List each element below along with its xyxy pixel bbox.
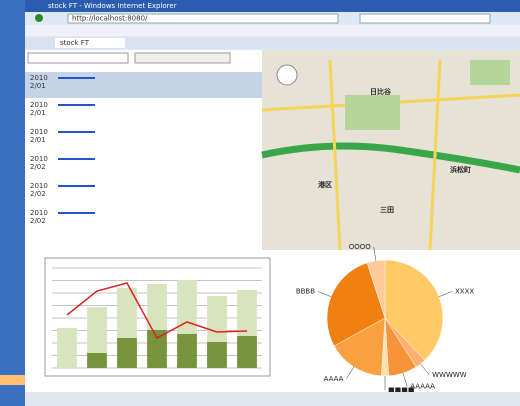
bar-segment	[207, 342, 227, 368]
row-date: 2/02	[30, 163, 46, 171]
row-year: 2010	[30, 128, 48, 136]
search-field[interactable]	[28, 53, 128, 63]
back-button[interactable]	[35, 14, 43, 22]
menu-bar	[25, 25, 520, 36]
map-nav[interactable]	[277, 65, 297, 85]
row-date: 2/01	[30, 109, 46, 117]
bar-segment	[87, 353, 107, 368]
map-label: 三田	[380, 206, 394, 214]
map-park	[345, 95, 400, 130]
search-box[interactable]	[360, 14, 490, 23]
screenshot: stock FT - Windows Internet Explorer htt…	[0, 0, 520, 406]
tab-title: stock FT	[60, 39, 90, 47]
bar-segment	[237, 290, 257, 336]
row-year: 2010	[30, 74, 48, 82]
bar-segment	[87, 307, 107, 353]
address: http://localhost:8080/	[72, 15, 148, 23]
pie-label: AAAA	[324, 375, 344, 383]
search-button[interactable]	[135, 53, 230, 63]
pie-label: WWWWW	[432, 371, 467, 379]
bar-segment	[147, 284, 167, 330]
bar-segment	[57, 328, 77, 368]
row-date: 2/02	[30, 190, 46, 198]
selected-row	[25, 72, 262, 98]
pie-label: OOOO	[349, 243, 372, 251]
pie-label: BBBB	[296, 287, 315, 295]
bar-segment	[207, 296, 227, 342]
map-label: 港区	[318, 180, 332, 189]
bar-segment	[147, 330, 167, 368]
window-title: stock FT - Windows Internet Explorer	[48, 2, 177, 10]
row-year: 2010	[30, 101, 48, 109]
row-year: 2010	[30, 155, 48, 163]
map-park	[470, 60, 510, 85]
desktop-strip	[0, 375, 25, 385]
row-year: 2010	[30, 182, 48, 190]
bar-segment	[237, 336, 257, 368]
map-label: 日比谷	[370, 87, 392, 96]
bar-segment	[117, 338, 137, 368]
map-label: 浜松町	[450, 165, 471, 174]
row-date: 2/01	[30, 82, 46, 90]
bar-segment	[177, 334, 197, 368]
pie-label: XXXX	[455, 287, 474, 295]
row-date: 2/01	[30, 136, 46, 144]
row-year: 2010	[30, 209, 48, 217]
status-bar	[25, 392, 520, 406]
row-date: 2/02	[30, 217, 46, 225]
